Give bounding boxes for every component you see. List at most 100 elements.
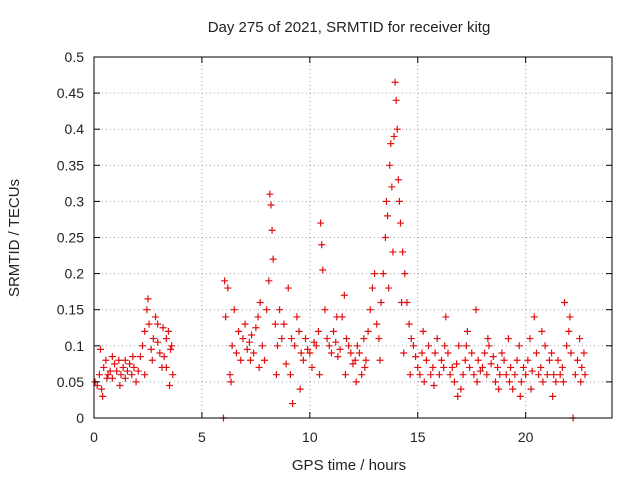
data-point xyxy=(164,327,172,335)
data-point xyxy=(362,356,370,364)
data-point xyxy=(243,345,251,353)
data-point xyxy=(289,400,297,408)
data-point xyxy=(248,331,256,339)
data-point xyxy=(159,324,167,332)
data-point xyxy=(130,363,138,371)
data-point xyxy=(261,356,269,364)
data-point xyxy=(550,371,558,379)
data-point xyxy=(321,306,329,314)
data-point xyxy=(341,371,349,379)
data-point xyxy=(507,363,515,371)
data-point xyxy=(429,363,437,371)
data-point xyxy=(541,342,549,350)
data-point xyxy=(154,338,162,346)
data-point xyxy=(106,367,114,375)
data-point xyxy=(319,266,327,274)
data-point xyxy=(459,371,467,379)
data-point xyxy=(558,363,566,371)
data-point xyxy=(293,313,301,321)
data-point xyxy=(454,392,462,400)
y-tick-label: 0.05 xyxy=(57,374,84,390)
data-point xyxy=(446,371,454,379)
chart-title: Day 275 of 2021, SRMTID for receiver kit… xyxy=(208,19,491,36)
data-point xyxy=(355,349,363,357)
data-point xyxy=(310,338,318,346)
data-point xyxy=(381,234,389,241)
data-point xyxy=(576,335,584,343)
data-point xyxy=(511,371,519,379)
data-point xyxy=(139,342,147,350)
y-tick-label: 0.4 xyxy=(65,121,85,137)
data-point xyxy=(271,320,279,328)
data-point xyxy=(532,349,540,357)
data-point xyxy=(333,313,341,321)
data-point xyxy=(295,327,303,335)
data-point xyxy=(276,306,284,314)
data-point xyxy=(500,356,508,364)
data-point xyxy=(389,248,397,256)
data-point xyxy=(405,320,413,328)
data-point xyxy=(573,356,581,364)
data-point xyxy=(317,219,325,227)
data-point xyxy=(470,371,478,379)
data-point xyxy=(102,356,110,364)
y-axis-label: SRMTID / TECUs xyxy=(6,179,23,297)
data-point xyxy=(312,342,320,350)
data-point xyxy=(461,356,469,364)
data-point xyxy=(489,353,497,361)
data-point xyxy=(364,327,372,335)
data-point xyxy=(325,342,333,350)
data-point xyxy=(563,342,571,350)
data-point xyxy=(392,96,400,104)
data-point xyxy=(485,342,493,350)
data-point xyxy=(349,360,357,368)
data-point xyxy=(366,306,374,314)
data-point xyxy=(549,392,557,400)
data-point xyxy=(430,382,438,390)
data-point xyxy=(237,356,245,364)
data-point xyxy=(147,345,155,353)
data-point xyxy=(580,349,588,357)
data-point xyxy=(565,327,573,335)
data-point xyxy=(581,371,589,379)
data-point xyxy=(409,342,417,350)
data-point xyxy=(123,367,131,375)
data-point xyxy=(530,313,538,321)
data-point xyxy=(393,125,401,133)
data-point xyxy=(360,335,368,343)
data-point xyxy=(272,371,280,379)
data-point xyxy=(246,356,254,364)
data-point xyxy=(327,349,335,357)
data-point xyxy=(334,353,342,361)
data-point xyxy=(487,360,495,368)
data-point xyxy=(479,363,486,371)
data-point xyxy=(466,363,474,371)
data-point xyxy=(386,161,394,169)
data-point xyxy=(502,371,510,379)
data-point xyxy=(453,360,461,368)
data-point xyxy=(548,349,556,357)
data-point xyxy=(352,378,360,386)
data-point xyxy=(455,342,463,350)
data-point xyxy=(379,270,387,278)
data-point xyxy=(266,190,274,198)
data-point xyxy=(268,226,276,234)
data-point xyxy=(504,335,512,343)
data-point xyxy=(376,356,384,364)
data-point xyxy=(427,371,435,379)
data-point xyxy=(527,385,535,393)
data-point xyxy=(98,385,106,393)
y-tick-label: 0 xyxy=(76,410,84,426)
data-point xyxy=(398,298,406,306)
data-point xyxy=(495,385,503,393)
data-point xyxy=(332,338,340,346)
data-point xyxy=(515,342,523,350)
data-point xyxy=(509,385,517,393)
data-point xyxy=(441,342,449,350)
data-point xyxy=(517,378,525,386)
y-tick-label: 0.5 xyxy=(65,49,85,65)
data-point xyxy=(148,356,156,364)
data-point xyxy=(96,345,104,353)
data-point xyxy=(154,320,162,328)
